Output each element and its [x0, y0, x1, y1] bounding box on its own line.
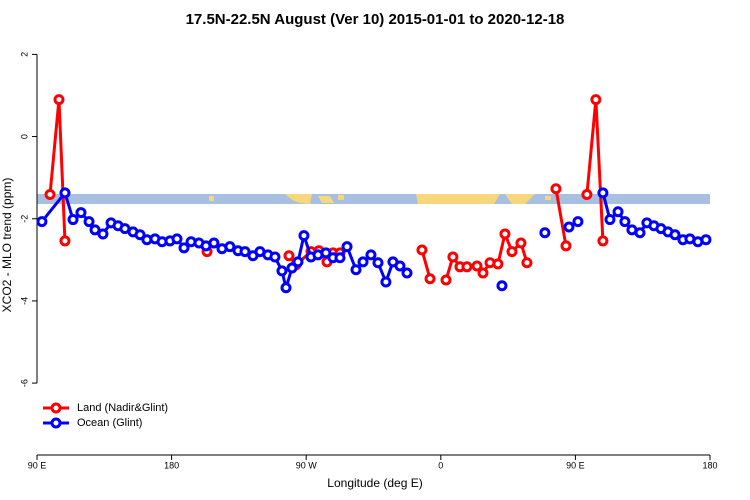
point [357, 256, 369, 268]
y-axis-title: XCO2 - MLO trend (ppm) [0, 178, 14, 313]
point [380, 276, 392, 288]
point [492, 258, 504, 270]
point [477, 267, 489, 279]
point [341, 241, 353, 253]
point [44, 188, 56, 200]
y-tick-label: 0 [19, 134, 29, 139]
point [134, 229, 146, 241]
point [97, 228, 109, 240]
point [604, 214, 616, 226]
point [416, 244, 428, 256]
point [365, 249, 377, 261]
x-tick-label: 180 [164, 460, 179, 470]
map-strip [37, 194, 710, 204]
point [59, 235, 71, 247]
point [59, 187, 71, 199]
point [280, 282, 292, 294]
point [239, 246, 251, 258]
x-tick-label: 90 W [296, 460, 318, 470]
legend-label: Land (Nadir&Glint) [77, 402, 168, 414]
point [424, 273, 436, 285]
legend-marker [50, 417, 62, 429]
point [521, 257, 533, 269]
point [550, 183, 562, 195]
point [572, 216, 584, 228]
point [224, 241, 236, 253]
y-tick-label: 2 [19, 52, 29, 57]
point [292, 256, 304, 268]
x-tick-label: 180 [702, 460, 717, 470]
point [612, 206, 624, 218]
x-tick-label: 90 E [28, 460, 47, 470]
point [461, 261, 473, 273]
point [269, 251, 281, 263]
point [372, 257, 384, 269]
point [208, 237, 220, 249]
point [171, 233, 183, 245]
point [563, 221, 575, 233]
chart-title: 17.5N-22.5N August (Ver 10) 2015-01-01 t… [186, 11, 565, 28]
point [597, 235, 609, 247]
point [499, 228, 511, 240]
point [394, 260, 406, 272]
point [350, 264, 362, 276]
point [67, 214, 79, 226]
y-tick-label: -4 [19, 297, 29, 305]
point [320, 247, 332, 259]
legend-marker [50, 402, 62, 414]
legend-label: Ocean (Glint) [77, 417, 142, 429]
point [36, 216, 48, 228]
point [440, 274, 452, 286]
point [178, 242, 190, 254]
point [447, 251, 459, 263]
point [560, 240, 572, 252]
point [471, 260, 483, 272]
x-tick-label: 90 E [566, 460, 585, 470]
point [590, 94, 602, 106]
y-tick-label: -6 [19, 379, 29, 387]
point [669, 229, 681, 241]
point [581, 188, 593, 200]
point [53, 94, 65, 106]
point [89, 224, 101, 236]
point [597, 187, 609, 199]
point [75, 207, 87, 219]
y-tick-label: -2 [19, 215, 29, 223]
x-tick-label: 0 [438, 460, 443, 470]
point [298, 230, 310, 242]
point [334, 252, 346, 264]
point [83, 216, 95, 228]
point [276, 265, 288, 277]
x-axis-title: Longitude (deg E) [327, 476, 422, 490]
point [700, 234, 712, 246]
point [286, 262, 298, 274]
point [496, 280, 508, 292]
point [515, 237, 527, 249]
point [539, 227, 551, 239]
point [619, 216, 631, 228]
point [283, 250, 295, 262]
point [634, 227, 646, 239]
point [506, 246, 518, 258]
point [401, 267, 413, 279]
